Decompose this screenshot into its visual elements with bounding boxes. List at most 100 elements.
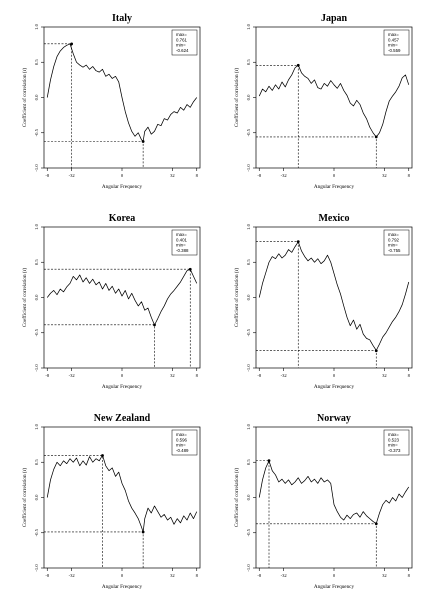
- y-tick-label: 0.5: [246, 259, 251, 265]
- chart-panel-korea: Korea 1.0 0.5 0.0 -0.5 -1.0 -8 -32 0 32 8 Angular F…: [0, 200, 212, 400]
- min-point: [141, 530, 145, 534]
- x-tick-label: 0: [333, 373, 336, 378]
- y-tick-label: 1.0: [246, 223, 251, 229]
- x-tick-label: 0: [333, 173, 336, 178]
- chart-title: Mexico: [318, 213, 349, 224]
- max-point: [267, 459, 271, 463]
- min-guide-line: [256, 523, 377, 568]
- min-point: [153, 323, 156, 327]
- max-value: 0.792: [388, 237, 400, 242]
- chart-title: Italy: [112, 13, 132, 24]
- x-tick-label: 0: [121, 573, 124, 578]
- chart-title: New Zealand: [94, 413, 151, 424]
- max-value: 0.401: [176, 237, 188, 242]
- series-line: [46, 43, 198, 142]
- min-guide-line: [44, 324, 155, 368]
- y-tick-label: 0.5: [34, 59, 39, 65]
- min-label: min=: [388, 43, 398, 48]
- x-tick-label: -32: [281, 373, 288, 378]
- y-tick-label: 1.0: [34, 223, 39, 229]
- x-tick-label: 8: [408, 173, 411, 178]
- y-tick-label: 0.0: [34, 494, 39, 500]
- chart-svg: Norway 1.0 0.5 0.0 -0.5 -1.0 -8 -32 0 32 8 Angular …: [233, 413, 413, 590]
- min-guide-line: [44, 531, 144, 568]
- x-axis-label: Angular Frequency: [314, 384, 355, 390]
- series-line: [46, 268, 198, 326]
- y-tick-label: 0.0: [246, 94, 251, 100]
- x-tick-label: -8: [257, 573, 262, 578]
- chart-panel-new-zealand: New Zealand 1.0 0.5 0.0 -0.5 -1.0 -8 -32 0 32 8 Ang…: [0, 400, 212, 600]
- y-tick-label: 1.0: [246, 423, 251, 429]
- min-point: [374, 349, 378, 353]
- min-label: min=: [388, 243, 398, 248]
- series-line: [258, 64, 410, 138]
- max-label: max=: [176, 232, 187, 237]
- max-guide-line: [256, 460, 270, 568]
- y-tick-label: 0.0: [246, 494, 251, 500]
- x-axis-label: Angular Frequency: [102, 584, 143, 590]
- max-guide-line: [44, 268, 191, 368]
- min-value: -0.373: [388, 448, 401, 453]
- y-tick-label: 1.0: [34, 23, 39, 29]
- x-tick-label: -32: [69, 173, 76, 178]
- y-tick-label: 0.5: [246, 59, 251, 65]
- y-tick-label: 0.5: [246, 459, 251, 465]
- chart-svg: Korea 1.0 0.5 0.0 -0.5 -1.0 -8 -32 0 32 8 Angular F…: [21, 213, 201, 390]
- min-guide-line: [256, 136, 377, 168]
- x-tick-label: 8: [196, 373, 199, 378]
- max-guide-line: [256, 64, 299, 168]
- chart-svg: Italy 1.0 0.5 0.0 -0.5 -1.0 -8 -32 0 32 8 Angular F…: [21, 13, 201, 190]
- y-tick-label: 0.0: [34, 294, 39, 300]
- x-tick-label: 32: [382, 373, 387, 378]
- x-tick-label: -8: [257, 373, 262, 378]
- max-guide-line: [256, 241, 299, 368]
- extrema-box: [171, 29, 198, 56]
- extrema-box: [171, 229, 198, 256]
- y-tick-label: 1.0: [246, 23, 251, 29]
- y-tick-label: -0.5: [34, 528, 39, 536]
- min-label: min=: [176, 243, 186, 248]
- x-tick-label: -32: [281, 573, 288, 578]
- y-tick-label: -1.0: [246, 164, 251, 172]
- extrema-box: [383, 429, 410, 456]
- extrema-box: [171, 429, 198, 456]
- y-axis-label: Coefficient of correlation (r): [21, 268, 28, 327]
- max-label: max=: [388, 232, 399, 237]
- series-line: [46, 454, 198, 533]
- chart-panel-japan: Japan 1.0 0.5 0.0 -0.5 -1.0 -8 -32 0 32 8 Angular F…: [212, 0, 424, 200]
- x-tick-label: 32: [382, 573, 387, 578]
- max-value: 0.523: [388, 437, 400, 442]
- y-tick-label: -1.0: [34, 364, 39, 372]
- x-tick-label: 32: [382, 173, 387, 178]
- x-tick-label: -8: [45, 173, 50, 178]
- y-tick-label: 1.0: [34, 423, 39, 429]
- y-tick-label: 0.5: [34, 259, 39, 265]
- y-axis-label: Coefficient of correlation (r): [233, 268, 240, 327]
- x-axis-label: Angular Frequency: [102, 184, 143, 190]
- x-tick-label: 8: [196, 573, 199, 578]
- max-guide-line: [44, 455, 103, 568]
- x-tick-label: 32: [170, 173, 175, 178]
- y-axis-label: Coefficient of correlation (r): [21, 468, 28, 527]
- chart-panel-mexico: Mexico 1.0 0.5 0.0 -0.5 -1.0 -8 -32 0 32 8 Angular …: [212, 200, 424, 400]
- series-line: [258, 460, 410, 524]
- min-label: min=: [176, 43, 186, 48]
- y-tick-label: -1.0: [34, 164, 39, 172]
- chart-title: Korea: [109, 213, 135, 224]
- chart-panel-norway: Norway 1.0 0.5 0.0 -0.5 -1.0 -8 -32 0 32 8 Angular …: [212, 400, 424, 600]
- x-tick-label: 8: [408, 573, 411, 578]
- x-tick-label: 32: [170, 573, 175, 578]
- x-tick-label: -32: [69, 373, 76, 378]
- min-point: [141, 140, 145, 143]
- max-point: [296, 63, 300, 67]
- min-value: -0.388: [176, 248, 189, 253]
- x-tick-label: -32: [281, 173, 288, 178]
- y-tick-label: 0.0: [34, 94, 39, 100]
- x-tick-label: -8: [257, 173, 262, 178]
- y-tick-label: -0.5: [246, 528, 251, 536]
- y-axis-label: Coefficient of correlation (r): [233, 468, 240, 527]
- x-tick-label: 8: [408, 373, 411, 378]
- series-line: [258, 241, 410, 351]
- min-value: -0.559: [388, 48, 401, 53]
- y-tick-label: -0.5: [246, 128, 251, 136]
